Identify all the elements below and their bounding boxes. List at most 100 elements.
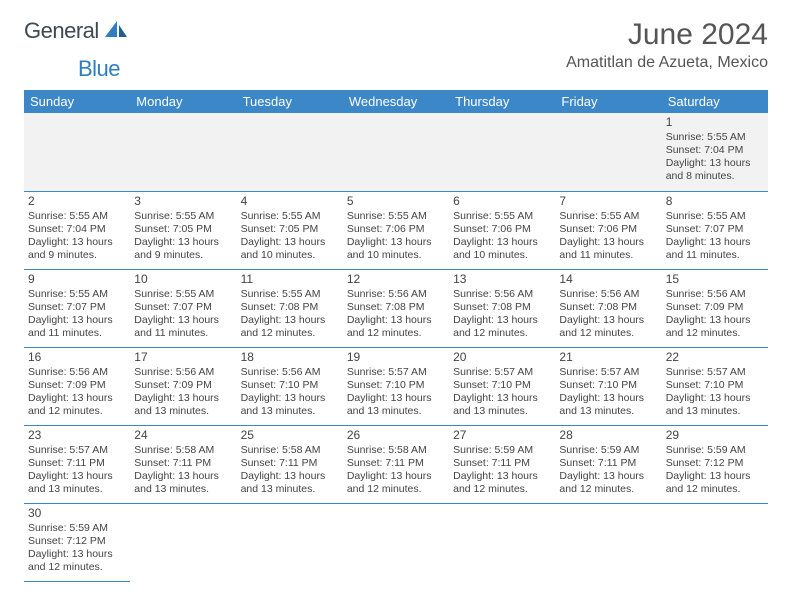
calendar-cell: 26Sunrise: 5:58 AMSunset: 7:11 PMDayligh…: [343, 425, 449, 503]
day-number: 30: [28, 506, 126, 521]
sunset-text: Sunset: 7:11 PM: [559, 457, 657, 470]
daylight-text-2: and 13 minutes.: [28, 483, 126, 496]
sunset-text: Sunset: 7:10 PM: [666, 379, 764, 392]
calendar-cell: [555, 113, 661, 191]
calendar-cell: 18Sunrise: 5:56 AMSunset: 7:10 PMDayligh…: [237, 347, 343, 425]
daylight-text-2: and 8 minutes.: [666, 170, 764, 183]
day-number: 14: [559, 272, 657, 287]
day-number: 3: [134, 194, 232, 209]
sunrise-text: Sunrise: 5:58 AM: [134, 444, 232, 457]
daylight-text: Daylight: 13 hours: [241, 314, 339, 327]
day-number: 13: [453, 272, 551, 287]
sunrise-text: Sunrise: 5:55 AM: [28, 210, 126, 223]
sunset-text: Sunset: 7:11 PM: [347, 457, 445, 470]
sunrise-text: Sunrise: 5:55 AM: [666, 210, 764, 223]
calendar-cell: 1Sunrise: 5:55 AMSunset: 7:04 PMDaylight…: [662, 113, 768, 191]
calendar-cell: [343, 113, 449, 191]
sunset-text: Sunset: 7:11 PM: [241, 457, 339, 470]
day-number: 28: [559, 428, 657, 443]
calendar-cell: 8Sunrise: 5:55 AMSunset: 7:07 PMDaylight…: [662, 191, 768, 269]
daylight-text: Daylight: 13 hours: [241, 470, 339, 483]
calendar-cell: 9Sunrise: 5:55 AMSunset: 7:07 PMDaylight…: [24, 269, 130, 347]
calendar-cell: 11Sunrise: 5:55 AMSunset: 7:08 PMDayligh…: [237, 269, 343, 347]
daylight-text: Daylight: 13 hours: [134, 392, 232, 405]
logo-text-blue: Blue: [78, 56, 120, 81]
daylight-text-2: and 12 minutes.: [559, 327, 657, 340]
day-number: 6: [453, 194, 551, 209]
calendar-cell: 7Sunrise: 5:55 AMSunset: 7:06 PMDaylight…: [555, 191, 661, 269]
calendar-cell: [449, 113, 555, 191]
month-title: June 2024: [566, 18, 768, 52]
sunrise-text: Sunrise: 5:56 AM: [453, 288, 551, 301]
calendar-cell: 22Sunrise: 5:57 AMSunset: 7:10 PMDayligh…: [662, 347, 768, 425]
calendar-cell: 19Sunrise: 5:57 AMSunset: 7:10 PMDayligh…: [343, 347, 449, 425]
sunrise-text: Sunrise: 5:56 AM: [666, 288, 764, 301]
daylight-text-2: and 12 minutes.: [666, 483, 764, 496]
daylight-text-2: and 12 minutes.: [28, 405, 126, 418]
calendar-cell: [130, 503, 236, 581]
calendar-cell: [662, 503, 768, 581]
sunrise-text: Sunrise: 5:56 AM: [241, 366, 339, 379]
sunset-text: Sunset: 7:05 PM: [241, 223, 339, 236]
daylight-text-2: and 12 minutes.: [347, 483, 445, 496]
calendar-cell: 29Sunrise: 5:59 AMSunset: 7:12 PMDayligh…: [662, 425, 768, 503]
daylight-text: Daylight: 13 hours: [134, 236, 232, 249]
sunrise-text: Sunrise: 5:57 AM: [28, 444, 126, 457]
day-number: 27: [453, 428, 551, 443]
calendar-cell: [555, 503, 661, 581]
sunrise-text: Sunrise: 5:59 AM: [28, 522, 126, 535]
sunrise-text: Sunrise: 5:59 AM: [559, 444, 657, 457]
daylight-text-2: and 13 minutes.: [134, 483, 232, 496]
sunset-text: Sunset: 7:10 PM: [559, 379, 657, 392]
sunset-text: Sunset: 7:06 PM: [559, 223, 657, 236]
sunset-text: Sunset: 7:10 PM: [347, 379, 445, 392]
calendar-cell: 10Sunrise: 5:55 AMSunset: 7:07 PMDayligh…: [130, 269, 236, 347]
sunrise-text: Sunrise: 5:59 AM: [666, 444, 764, 457]
daylight-text: Daylight: 13 hours: [28, 314, 126, 327]
calendar-cell: [449, 503, 555, 581]
calendar-cell: 27Sunrise: 5:59 AMSunset: 7:11 PMDayligh…: [449, 425, 555, 503]
sunrise-text: Sunrise: 5:55 AM: [134, 210, 232, 223]
sunset-text: Sunset: 7:06 PM: [347, 223, 445, 236]
logo: General: [24, 18, 131, 44]
daylight-text: Daylight: 13 hours: [559, 236, 657, 249]
sunrise-text: Sunrise: 5:56 AM: [559, 288, 657, 301]
calendar-cell: 25Sunrise: 5:58 AMSunset: 7:11 PMDayligh…: [237, 425, 343, 503]
daylight-text: Daylight: 13 hours: [134, 314, 232, 327]
daylight-text: Daylight: 13 hours: [559, 392, 657, 405]
daylight-text-2: and 12 minutes.: [347, 327, 445, 340]
daylight-text: Daylight: 13 hours: [666, 470, 764, 483]
sunset-text: Sunset: 7:11 PM: [453, 457, 551, 470]
sunset-text: Sunset: 7:10 PM: [453, 379, 551, 392]
daylight-text: Daylight: 13 hours: [28, 548, 126, 561]
daylight-text-2: and 10 minutes.: [241, 249, 339, 262]
daylight-text-2: and 13 minutes.: [134, 405, 232, 418]
day-number: 12: [347, 272, 445, 287]
sunrise-text: Sunrise: 5:55 AM: [241, 288, 339, 301]
calendar-cell: 20Sunrise: 5:57 AMSunset: 7:10 PMDayligh…: [449, 347, 555, 425]
calendar-body: 1Sunrise: 5:55 AMSunset: 7:04 PMDaylight…: [24, 113, 768, 581]
sunrise-text: Sunrise: 5:56 AM: [28, 366, 126, 379]
sunset-text: Sunset: 7:08 PM: [559, 301, 657, 314]
sunset-text: Sunset: 7:12 PM: [666, 457, 764, 470]
calendar-cell: 3Sunrise: 5:55 AMSunset: 7:05 PMDaylight…: [130, 191, 236, 269]
daylight-text: Daylight: 13 hours: [241, 236, 339, 249]
sunrise-text: Sunrise: 5:55 AM: [559, 210, 657, 223]
day-header: Sunday: [24, 90, 130, 113]
calendar-cell: 24Sunrise: 5:58 AMSunset: 7:11 PMDayligh…: [130, 425, 236, 503]
sunset-text: Sunset: 7:10 PM: [241, 379, 339, 392]
sunrise-text: Sunrise: 5:55 AM: [347, 210, 445, 223]
day-header: Monday: [130, 90, 236, 113]
daylight-text: Daylight: 13 hours: [666, 314, 764, 327]
sunset-text: Sunset: 7:08 PM: [241, 301, 339, 314]
daylight-text-2: and 12 minutes.: [241, 327, 339, 340]
daylight-text-2: and 13 minutes.: [347, 405, 445, 418]
day-number: 7: [559, 194, 657, 209]
sunset-text: Sunset: 7:09 PM: [134, 379, 232, 392]
sunrise-text: Sunrise: 5:56 AM: [134, 366, 232, 379]
sunrise-text: Sunrise: 5:57 AM: [453, 366, 551, 379]
daylight-text: Daylight: 13 hours: [347, 470, 445, 483]
day-number: 20: [453, 350, 551, 365]
daylight-text: Daylight: 13 hours: [28, 236, 126, 249]
day-number: 5: [347, 194, 445, 209]
